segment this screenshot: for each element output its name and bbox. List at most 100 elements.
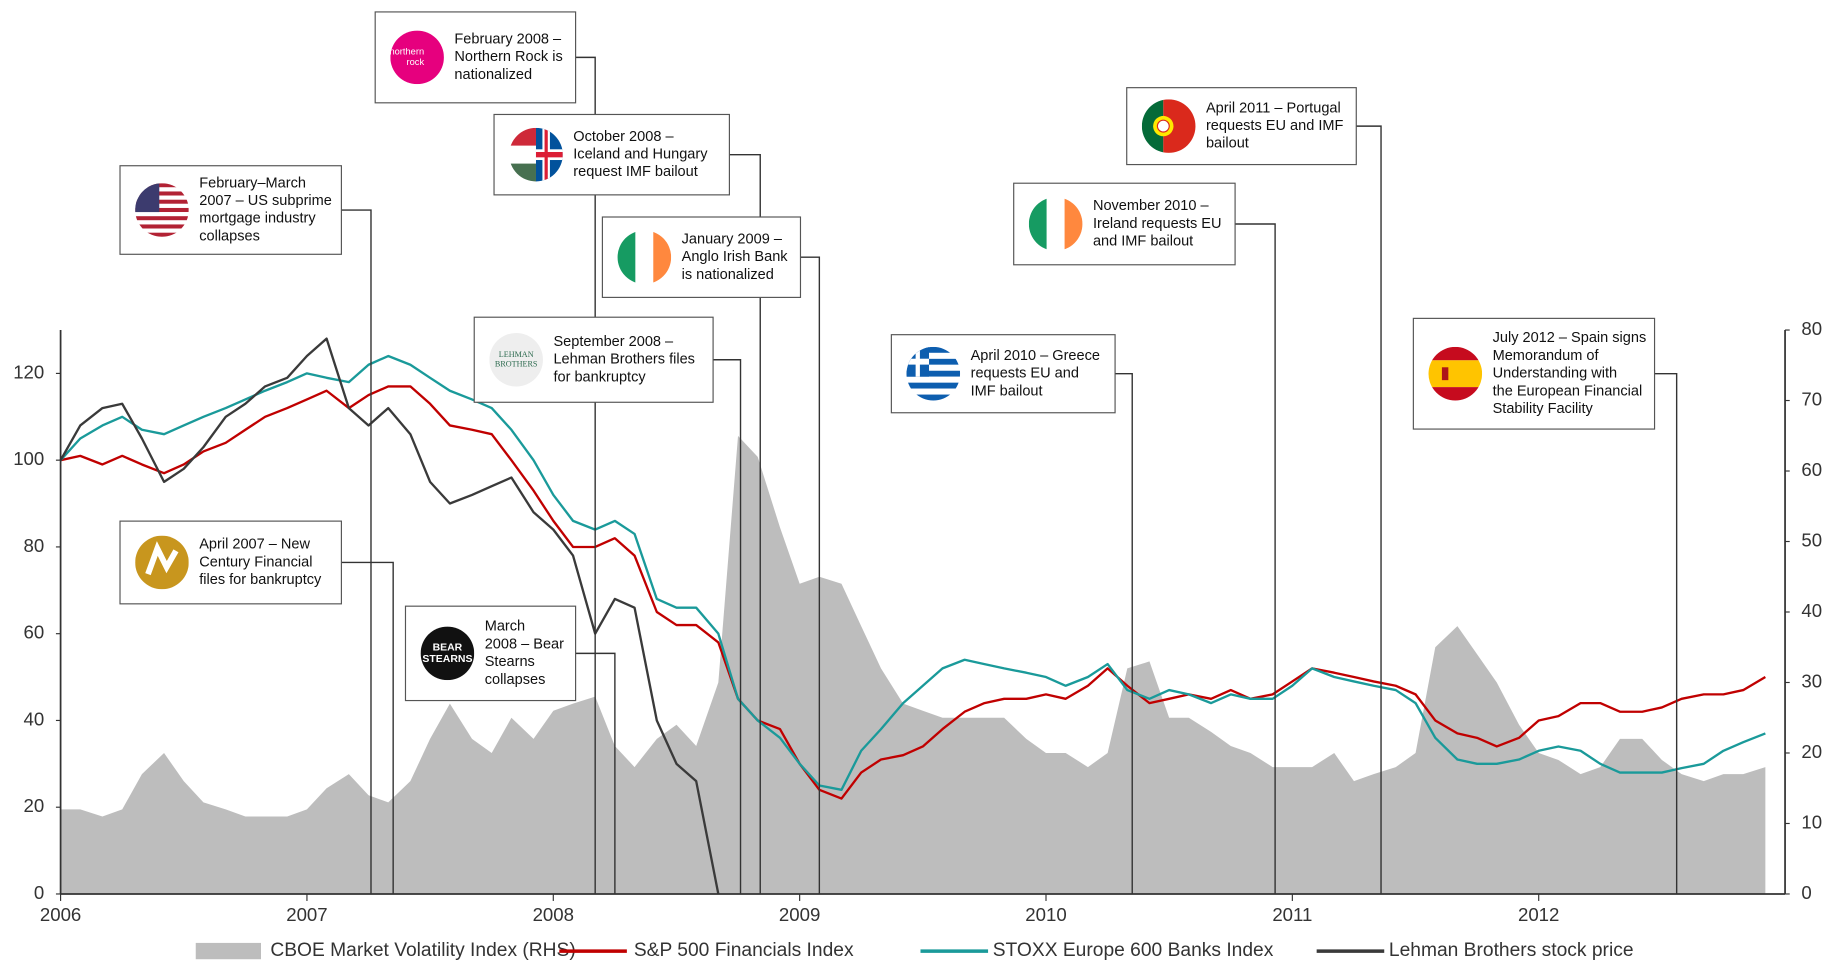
- annotation-text: Century Financial: [199, 554, 312, 570]
- legend-label: STOXX Europe 600 Banks Index: [993, 940, 1274, 961]
- flag-part: [135, 216, 189, 221]
- annotation-text: request IMF bailout: [573, 164, 698, 180]
- flag-part: [1156, 119, 1170, 133]
- annotation-text: IMF bailout: [971, 383, 1043, 399]
- annotation-text: collapses: [485, 672, 546, 688]
- flag-part: [420, 626, 475, 681]
- flag-part: [135, 195, 189, 200]
- annotation-text: January 2009 –: [682, 231, 783, 247]
- flag: [390, 30, 444, 85]
- annotation-text: 2008 – Bear: [485, 636, 564, 652]
- y-tick-label: 40: [24, 708, 45, 729]
- x-tick-label: 2007: [286, 904, 327, 925]
- flag-part: [617, 230, 636, 285]
- annotation-text: March: [485, 619, 525, 635]
- y2-tick-label: 10: [1801, 811, 1822, 832]
- annotation-text: September 2008 –: [553, 334, 674, 350]
- annotation-text: requests EU and: [971, 366, 1079, 382]
- flag-part: [1428, 360, 1483, 388]
- annotation-text: October 2008 –: [573, 129, 674, 145]
- annotation: January 2009 – Anglo Irish Bank is nationa…: [601, 216, 821, 894]
- annotation: February–March 2007 – US subprime mortgage…: [119, 165, 372, 894]
- flag-part: [135, 220, 189, 225]
- flag-part: [906, 358, 961, 365]
- connector: [1115, 373, 1133, 894]
- logo-text: STEARNS: [422, 654, 472, 665]
- x-tick-label: 2009: [779, 904, 820, 925]
- annotation-text: mortgage industry: [199, 211, 316, 227]
- flag-part: [135, 203, 189, 208]
- annotation-text: bailout: [1206, 136, 1249, 152]
- flag: [135, 535, 189, 590]
- flag-part: [135, 183, 189, 188]
- flag-part: [544, 127, 548, 182]
- flag-part: [135, 199, 189, 204]
- annotation: November 2010 – Ireland requests EU and IM…: [1013, 182, 1276, 894]
- flag-part: [135, 187, 189, 192]
- y2-tick-label: 60: [1801, 459, 1822, 480]
- flag: [1428, 346, 1483, 401]
- connector: [575, 652, 616, 894]
- x-tick-label: 2011: [1272, 904, 1312, 925]
- connector: [575, 56, 596, 894]
- logo-text: LEHMAN: [499, 350, 534, 359]
- connector: [341, 561, 394, 894]
- x-tick-label: 2006: [40, 904, 81, 925]
- flag-part: [635, 230, 654, 285]
- flag-part: [1064, 197, 1083, 251]
- y-tick-label: 100: [13, 448, 44, 469]
- annotation-text: Stearns: [485, 654, 535, 670]
- flag-part: [906, 364, 961, 371]
- y2-tick-label: 30: [1801, 670, 1822, 691]
- flag-part: [390, 30, 444, 85]
- flag: [617, 230, 672, 285]
- annotation-text: requests EU and IMF: [1206, 118, 1344, 134]
- flag: [1141, 99, 1196, 153]
- line-series: [59, 354, 1766, 791]
- y2-tick-label: 70: [1801, 388, 1822, 409]
- annotation-text: April 2011 – Portugal: [1206, 100, 1341, 116]
- flag-part: [535, 151, 563, 158]
- annotation-text: April 2007 – New: [199, 537, 310, 553]
- annotation-text: for bankruptcy: [553, 369, 646, 385]
- flag-part: [135, 207, 189, 213]
- flag-part: [489, 332, 543, 387]
- connector: [1235, 223, 1276, 894]
- flag: [135, 183, 189, 237]
- logo-text: BEAR: [433, 642, 463, 653]
- logo-text: rock: [407, 57, 425, 67]
- flag-part: [1046, 197, 1065, 251]
- annotation-text: Understanding with: [1493, 366, 1618, 382]
- line-series: [60, 385, 1766, 800]
- annotation: April 2011 – Portugal requests EU and IMF…: [1126, 87, 1382, 894]
- flag-part: [906, 358, 930, 365]
- flag: [906, 346, 961, 401]
- flag-part: [906, 394, 961, 401]
- annotation-text: February 2008 –: [454, 32, 562, 48]
- annotation-text: Anglo Irish Bank: [682, 249, 789, 265]
- annotation-text: Ireland requests EU: [1093, 216, 1222, 232]
- flag-part: [1141, 99, 1164, 153]
- annotation-text: is nationalized: [682, 267, 774, 283]
- annotation-text: files for bankruptcy: [199, 572, 322, 588]
- annotation-text: February–March: [199, 175, 306, 191]
- y-tick-label: 0: [34, 882, 44, 903]
- flag-part: [135, 228, 189, 233]
- annotation-text: November 2010 –: [1093, 198, 1210, 214]
- logo-mark: [145, 541, 179, 576]
- area-series: [60, 435, 1766, 894]
- flag-part: [509, 145, 536, 164]
- flag-part: [135, 232, 189, 237]
- y2-tick-label: 80: [1801, 318, 1822, 339]
- annotation-text: Lehman Brothers files: [553, 352, 695, 368]
- x-tick-label: 2012: [1518, 904, 1559, 925]
- connector: [729, 153, 761, 894]
- connector: [713, 359, 742, 894]
- flag-part: [906, 388, 961, 395]
- connector: [800, 256, 821, 894]
